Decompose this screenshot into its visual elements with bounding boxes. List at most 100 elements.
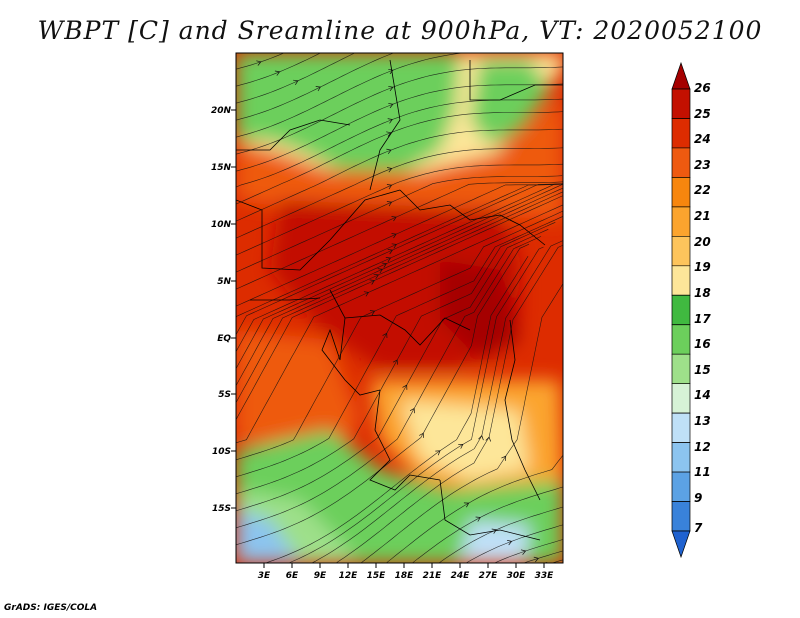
colorbar-segment	[671, 235, 691, 267]
colorbar-segment	[671, 324, 691, 355]
streamline	[236, 229, 549, 512]
streamline	[236, 183, 563, 319]
lat-label-5s: 5S	[218, 390, 231, 400]
lon-label-21e: 21E	[423, 571, 443, 581]
streamline-arrow	[391, 216, 397, 222]
coast-line	[250, 297, 321, 301]
colorbar-label-13: 13	[694, 414, 711, 428]
colorbar-segment	[671, 471, 691, 502]
lon-label-24e: 24E	[451, 571, 471, 581]
streamline	[236, 53, 395, 121]
colorbar-segment	[671, 353, 691, 385]
streamline-arrow	[387, 249, 394, 255]
lat-label-15s: 15S	[212, 504, 231, 514]
streamline	[522, 550, 563, 563]
streamline	[465, 524, 563, 563]
streamline	[287, 246, 544, 563]
lat-label-15n: 15N	[211, 163, 232, 173]
colorbar-label-17: 17	[694, 312, 711, 326]
streamline-arrow	[391, 243, 398, 249]
wbpt-zone-17-sahel-west	[236, 53, 460, 180]
colorbar-label-14: 14	[694, 388, 711, 402]
streamline-arrow	[475, 516, 481, 522]
border-line	[321, 317, 381, 396]
border-line	[369, 389, 441, 491]
lat-label-5n: 5N	[217, 277, 231, 287]
streamline	[236, 187, 563, 387]
lon-label-9e: 9E	[314, 571, 327, 581]
lon-axis: 3E 6E 9E 12E 15E 18E 21E 24E 27E 30E 33E	[258, 563, 554, 581]
streamline-arrow	[386, 148, 392, 155]
wbpt-shading	[236, 53, 563, 563]
footer-credit: GrADS: IGES/COLA	[4, 603, 98, 613]
colorbar-label-7: 7	[694, 521, 703, 535]
wbpt-zone-26-core	[440, 260, 520, 360]
colorbar-segment	[671, 88, 691, 119]
border-line	[236, 189, 401, 271]
streamline	[236, 183, 563, 336]
streamline-arrow	[409, 407, 415, 414]
colorbar-label-22: 22	[694, 183, 711, 197]
wbpt-zone-23-west	[236, 330, 360, 450]
streamline-arrow	[506, 539, 513, 546]
streamline-arrow	[377, 268, 383, 274]
streamline	[493, 539, 563, 563]
wbpt-zone-13-southwest	[236, 510, 300, 563]
streamline-arrow	[388, 85, 394, 92]
streamline-arrow	[402, 384, 408, 390]
lon-label-27e: 27E	[479, 571, 499, 581]
streamline	[236, 195, 563, 421]
lake-shore-line	[504, 319, 541, 501]
streamline-arrow	[478, 435, 484, 441]
colorbar-label-21: 21	[694, 209, 711, 223]
streamline	[236, 222, 556, 495]
lat-label-20n: 20N	[211, 106, 232, 116]
lon-label-3e: 3E	[258, 571, 271, 581]
streamline	[311, 240, 563, 563]
colorbar-label-25: 25	[694, 107, 711, 121]
wbpt-zone-23-north	[236, 95, 563, 220]
map-frame	[235, 52, 564, 564]
colorbar-label-18: 18	[694, 286, 711, 300]
streamline-arrow	[391, 233, 397, 239]
colorbar-segment	[671, 530, 691, 559]
colorbar-segment	[671, 61, 691, 90]
colorbar-segment	[671, 118, 691, 149]
wbpt-zone-19-south	[400, 400, 530, 480]
streamline-arrow	[386, 131, 392, 137]
streamline-arrow	[381, 262, 387, 268]
streamline	[264, 255, 529, 563]
map-plot-area	[236, 53, 563, 563]
streamline	[236, 216, 563, 478]
colorbar-segment	[671, 147, 691, 178]
streamline-arrow	[520, 549, 527, 555]
country-borders	[236, 59, 563, 541]
streamline-arrow	[491, 528, 497, 534]
streamlines	[236, 53, 563, 563]
streamline-arrow	[386, 184, 393, 190]
border-line	[469, 60, 563, 101]
colorbar-segment	[671, 442, 691, 473]
wbpt-zone-17-sahel-east	[470, 60, 550, 145]
streamline-arrow	[293, 79, 299, 85]
border-line	[439, 479, 541, 541]
streamline-arrow	[373, 273, 380, 279]
streamline-arrow	[256, 60, 262, 66]
streamline	[236, 191, 563, 404]
colorbar-segment	[671, 412, 691, 443]
colorbar-label-19: 19	[694, 260, 711, 274]
streamline-arrow	[382, 332, 388, 339]
colorbar-segment	[671, 177, 691, 208]
streamline-arrow	[369, 279, 375, 285]
streamline	[236, 183, 563, 370]
colorbar-label-9: 9	[694, 491, 702, 505]
colorbar-label-15: 15	[694, 363, 711, 377]
colorbar-segment	[671, 206, 691, 237]
streamline-arrow	[387, 167, 393, 173]
colorbar-segment	[671, 294, 691, 326]
streamline	[236, 243, 530, 546]
colorbar-label-24: 24	[694, 132, 711, 146]
lon-label-12e: 12E	[339, 571, 359, 581]
streamline	[236, 236, 542, 529]
streamline	[236, 181, 563, 290]
